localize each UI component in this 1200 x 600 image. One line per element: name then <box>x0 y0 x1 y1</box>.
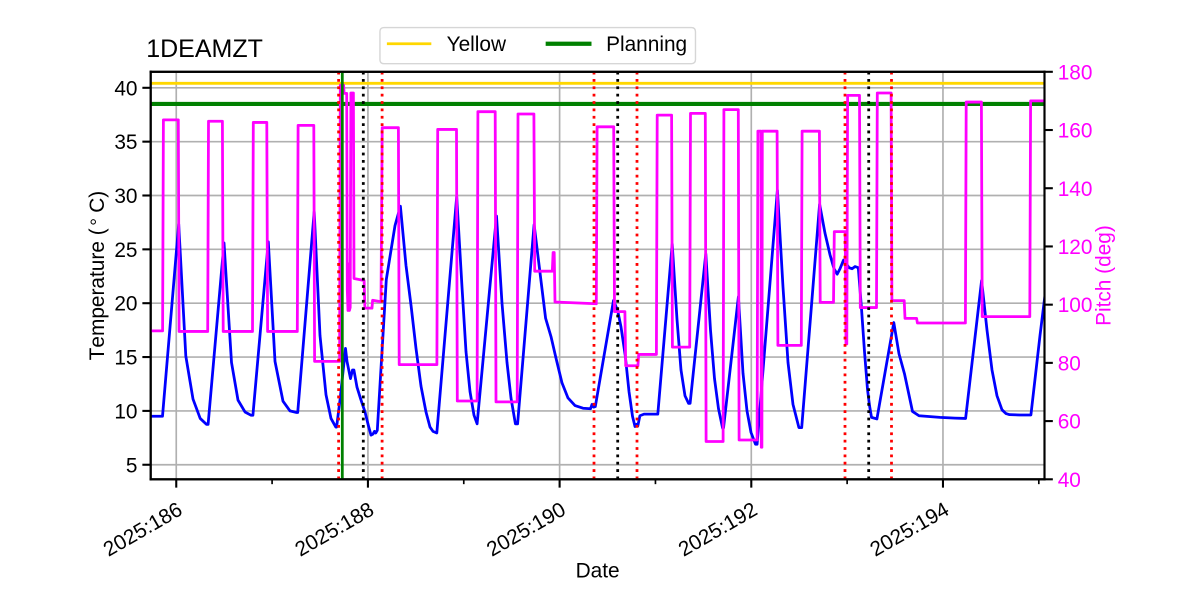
svg-text:Yellow: Yellow <box>447 33 507 56</box>
svg-text:30: 30 <box>114 185 137 208</box>
svg-text:80: 80 <box>1058 352 1081 375</box>
svg-text:40: 40 <box>1058 469 1081 492</box>
svg-text:60: 60 <box>1058 411 1081 434</box>
svg-text:160: 160 <box>1058 120 1093 143</box>
svg-text:20: 20 <box>114 293 137 316</box>
svg-text:40: 40 <box>114 77 137 100</box>
svg-text:10: 10 <box>114 400 137 423</box>
svg-text:25: 25 <box>114 239 137 262</box>
svg-text:5: 5 <box>126 454 138 477</box>
svg-text:120: 120 <box>1058 236 1093 259</box>
svg-text:T e m p: T e m p e r a t u r e ( C ) ° <box>84 185 109 360</box>
svg-text:Date: Date <box>576 560 620 583</box>
svg-text:100: 100 <box>1058 294 1093 317</box>
svg-text:Pitch (deg): Pitch (deg) <box>1092 225 1115 326</box>
svg-text:1DEAMZT: 1DEAMZT <box>146 35 263 63</box>
svg-text:180: 180 <box>1058 61 1093 84</box>
svg-text:35: 35 <box>114 131 137 154</box>
svg-text:Planning: Planning <box>606 33 687 56</box>
svg-text:15: 15 <box>114 347 137 370</box>
svg-text:140: 140 <box>1058 178 1093 201</box>
